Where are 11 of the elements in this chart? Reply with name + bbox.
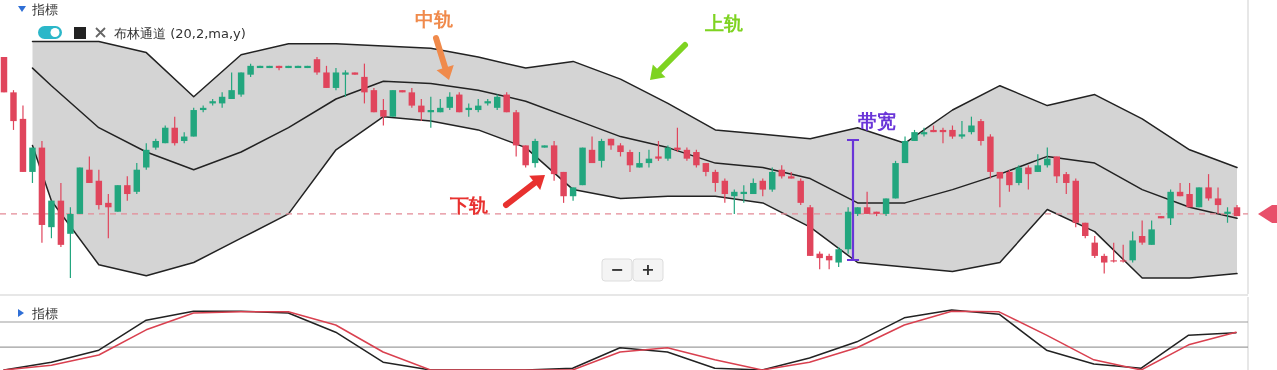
annotation: +: [641, 260, 655, 279]
text: 上轨: [704, 12, 743, 34]
legend: 布林通道 (20,2,ma,y): [38, 26, 246, 41]
chart-title: 指標: [31, 2, 58, 17]
button: −: [601, 258, 633, 282]
text: 中轨: [415, 8, 453, 30]
annotation: 下轨: [449, 194, 488, 216]
annotation: 带宽: [858, 110, 896, 132]
button: +: [632, 258, 664, 282]
chart-title: 指標: [31, 306, 58, 321]
annotation: −: [610, 260, 624, 279]
